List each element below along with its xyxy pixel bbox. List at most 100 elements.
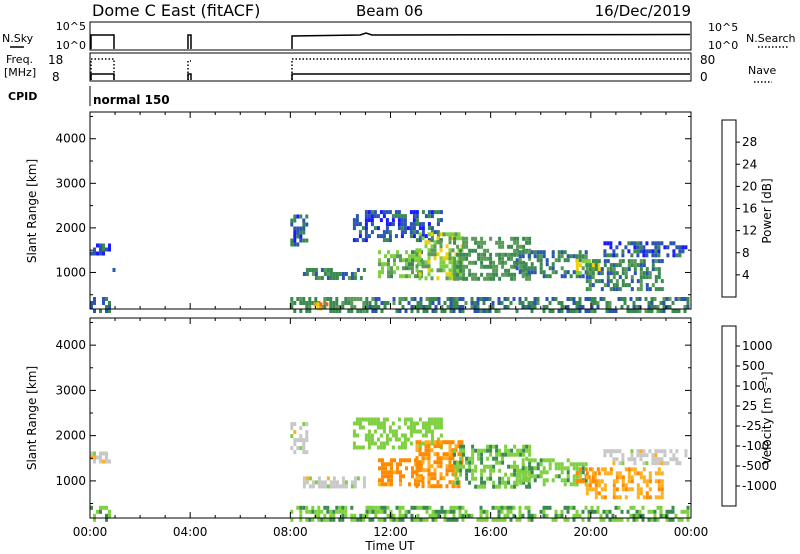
heatmap-cell <box>414 478 417 483</box>
heatmap-cell <box>639 279 643 284</box>
heatmap-cell <box>305 305 309 309</box>
heatmap-cell <box>590 505 594 510</box>
heatmap-cell <box>467 513 471 518</box>
heatmap-cell <box>415 456 419 461</box>
heatmap-cell <box>335 305 339 309</box>
heatmap-cell <box>584 505 588 510</box>
heatmap-cell <box>417 262 420 267</box>
heatmap-cell <box>445 256 449 261</box>
heatmap-cell <box>645 287 649 292</box>
heatmap-cell <box>542 309 546 313</box>
heatmap-cell <box>359 309 363 313</box>
heatmap-cell <box>424 456 428 461</box>
heatmap-cell <box>362 268 366 272</box>
heatmap-cell <box>433 210 437 215</box>
heatmap-cell <box>468 464 472 469</box>
heatmap-cell <box>575 254 579 259</box>
heatmap-cell <box>465 252 469 257</box>
heatmap-cell <box>657 495 661 500</box>
colorbar-tick-label: 16 <box>742 202 757 216</box>
heatmap-cell <box>521 301 525 305</box>
heatmap-cell <box>515 262 519 267</box>
heatmap-cell <box>483 240 487 245</box>
heatmap-cell <box>427 472 431 477</box>
heatmap-cell <box>651 283 655 288</box>
heatmap-cell <box>350 513 354 518</box>
heatmap-cell <box>612 491 616 496</box>
heatmap-cell <box>332 513 336 518</box>
heatmap-cell <box>492 268 496 273</box>
heatmap-cell <box>302 476 306 481</box>
heatmap-cell <box>392 301 396 305</box>
heatmap-cell <box>542 513 546 518</box>
nsky-tick-bottom: 10^0 <box>56 39 86 52</box>
heatmap-cell <box>671 509 675 514</box>
heatmap-cell <box>382 238 386 243</box>
heatmap-cell <box>465 256 469 261</box>
heatmap-cell <box>627 475 631 480</box>
heatmap-cell <box>684 453 688 458</box>
heatmap-cell <box>615 495 619 500</box>
heatmap-cell <box>563 258 567 263</box>
heatmap-cell <box>352 433 356 438</box>
heatmap-cell <box>518 474 522 479</box>
heatmap-cell <box>594 259 598 264</box>
heatmap-cell <box>329 268 333 272</box>
heatmap-cell <box>448 480 452 485</box>
heatmap-cell <box>650 297 654 301</box>
heatmap-cell <box>486 264 490 269</box>
heatmap-cell <box>390 478 393 483</box>
heatmap-cell <box>563 270 567 275</box>
heatmap-cell <box>290 446 294 451</box>
heatmap-cell <box>390 458 393 463</box>
heatmap-cell <box>367 445 371 450</box>
heatmap-cell <box>500 301 504 305</box>
y-tick-label: 1000 <box>55 474 86 488</box>
heatmap-cell <box>433 472 437 477</box>
heatmap-cell <box>587 509 591 514</box>
heatmap-cell <box>290 218 294 223</box>
heatmap-cell <box>371 305 375 309</box>
heatmap-cell <box>384 262 387 267</box>
heatmap-cell <box>418 440 422 445</box>
heatmap-cell <box>445 252 449 257</box>
heatmap-cell <box>399 254 402 259</box>
x-tick-label: 12:00 <box>373 525 408 539</box>
heatmap-cell <box>102 243 105 248</box>
heatmap-cell <box>338 517 342 522</box>
y-tick-label: 4000 <box>55 338 86 352</box>
heatmap-cell <box>627 267 631 272</box>
heatmap-cell <box>418 256 422 261</box>
heatmap-cell <box>470 305 474 309</box>
heatmap-cell <box>519 244 523 249</box>
heatmap-cell <box>453 260 457 265</box>
heatmap-cell <box>460 452 464 457</box>
heatmap-cell <box>539 254 543 259</box>
heatmap-cell <box>442 452 446 457</box>
heatmap-cell <box>675 253 679 258</box>
heatmap-cell <box>370 437 374 442</box>
heatmap-cell <box>645 275 649 280</box>
heatmap-cell <box>437 301 441 305</box>
heatmap-cell <box>443 517 447 522</box>
heatmap-cell <box>341 509 345 514</box>
heatmap-cell <box>504 452 508 457</box>
heatmap-cell <box>594 267 598 272</box>
heatmap-cell <box>480 252 484 257</box>
heatmap-cell <box>386 301 390 305</box>
heatmap-cell <box>399 478 402 483</box>
heatmap-cell <box>485 309 489 313</box>
heatmap-cell <box>311 484 315 489</box>
heatmap-cell <box>606 241 610 246</box>
heatmap-cell <box>609 287 613 292</box>
heatmap-cell <box>609 263 613 268</box>
heatmap-cell <box>536 474 540 479</box>
heatmap-cell <box>639 457 643 462</box>
heatmap-cell <box>554 509 558 514</box>
heatmap-cell <box>560 266 564 271</box>
heatmap-cell <box>495 252 499 257</box>
heatmap-cell <box>355 218 359 223</box>
heatmap-cell <box>518 470 522 475</box>
heatmap-cell <box>390 474 393 479</box>
heatmap-cell <box>557 250 561 255</box>
